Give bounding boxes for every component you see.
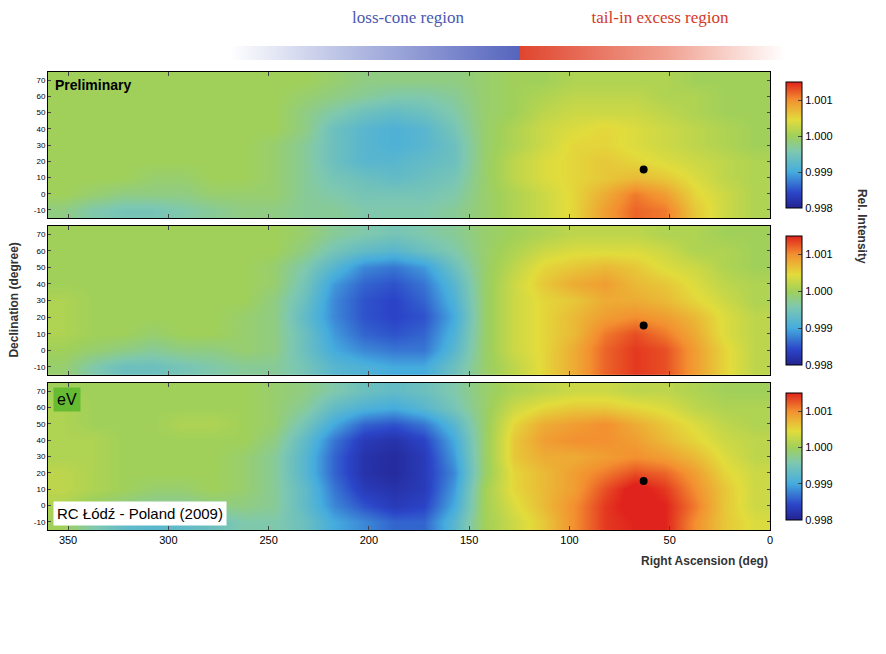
svg-text:1.001: 1.001 bbox=[805, 248, 833, 260]
svg-text:1.001: 1.001 bbox=[805, 405, 833, 417]
svg-text:0.998: 0.998 bbox=[805, 514, 833, 526]
svg-text:20: 20 bbox=[36, 469, 45, 478]
svg-text:50: 50 bbox=[664, 534, 676, 546]
svg-text:40: 40 bbox=[36, 436, 45, 445]
svg-text:1.000: 1.000 bbox=[805, 441, 833, 453]
svg-text:0: 0 bbox=[767, 534, 773, 546]
svg-text:50: 50 bbox=[36, 108, 45, 117]
svg-text:0.999: 0.999 bbox=[805, 322, 833, 334]
svg-text:60: 60 bbox=[36, 403, 45, 412]
svg-text:-10: -10 bbox=[34, 206, 46, 215]
svg-text:Declination (degree): Declination (degree) bbox=[7, 242, 21, 357]
svg-text:10: 10 bbox=[36, 330, 45, 339]
html-text:tail-in excess region: tail-in excess region bbox=[591, 8, 729, 27]
svg-text:-10: -10 bbox=[34, 363, 46, 372]
svg-text:70: 70 bbox=[36, 387, 45, 396]
svg-text:-10: -10 bbox=[34, 518, 46, 527]
svg-text:0.999: 0.999 bbox=[805, 478, 833, 490]
svg-text:0.998: 0.998 bbox=[805, 202, 833, 214]
svg-text:30: 30 bbox=[36, 452, 45, 461]
html-text:loss-cone region: loss-cone region bbox=[352, 8, 464, 27]
svg-text:eV: eV bbox=[57, 391, 77, 408]
svg-text:0: 0 bbox=[41, 190, 46, 199]
svg-text:150: 150 bbox=[460, 534, 478, 546]
svg-text:1.000: 1.000 bbox=[805, 130, 833, 142]
svg-text:Rel. Intensity: Rel. Intensity bbox=[855, 189, 869, 264]
svg-text:40: 40 bbox=[36, 125, 45, 134]
svg-text:0.998: 0.998 bbox=[805, 359, 833, 371]
svg-text:70: 70 bbox=[36, 76, 45, 85]
svg-text:20: 20 bbox=[36, 313, 45, 322]
svg-text:50: 50 bbox=[36, 263, 45, 272]
svg-text:40: 40 bbox=[36, 280, 45, 289]
svg-text:200: 200 bbox=[360, 534, 378, 546]
svg-text:60: 60 bbox=[36, 247, 45, 256]
svg-text:70: 70 bbox=[36, 230, 45, 239]
svg-text:30: 30 bbox=[36, 141, 45, 150]
svg-text:1.001: 1.001 bbox=[805, 94, 833, 106]
svg-text:10: 10 bbox=[36, 485, 45, 494]
svg-text:Preliminary: Preliminary bbox=[55, 77, 131, 93]
svg-text:60: 60 bbox=[36, 92, 45, 101]
svg-text:10: 10 bbox=[36, 173, 45, 182]
svg-text:1.000: 1.000 bbox=[805, 285, 833, 297]
svg-text:100: 100 bbox=[560, 534, 578, 546]
svg-text:0: 0 bbox=[41, 501, 46, 510]
svg-text:300: 300 bbox=[159, 534, 177, 546]
svg-text:350: 350 bbox=[59, 534, 77, 546]
svg-text:30: 30 bbox=[36, 296, 45, 305]
svg-text:RC Łódź - Poland (2009): RC Łódź - Poland (2009) bbox=[57, 505, 223, 522]
svg-text:0: 0 bbox=[41, 346, 46, 355]
svg-text:Right Ascension (deg): Right Ascension (deg) bbox=[641, 554, 768, 568]
svg-text:0.999: 0.999 bbox=[805, 166, 833, 178]
svg-text:50: 50 bbox=[36, 420, 45, 429]
svg-text:20: 20 bbox=[36, 157, 45, 166]
svg-text:250: 250 bbox=[259, 534, 277, 546]
